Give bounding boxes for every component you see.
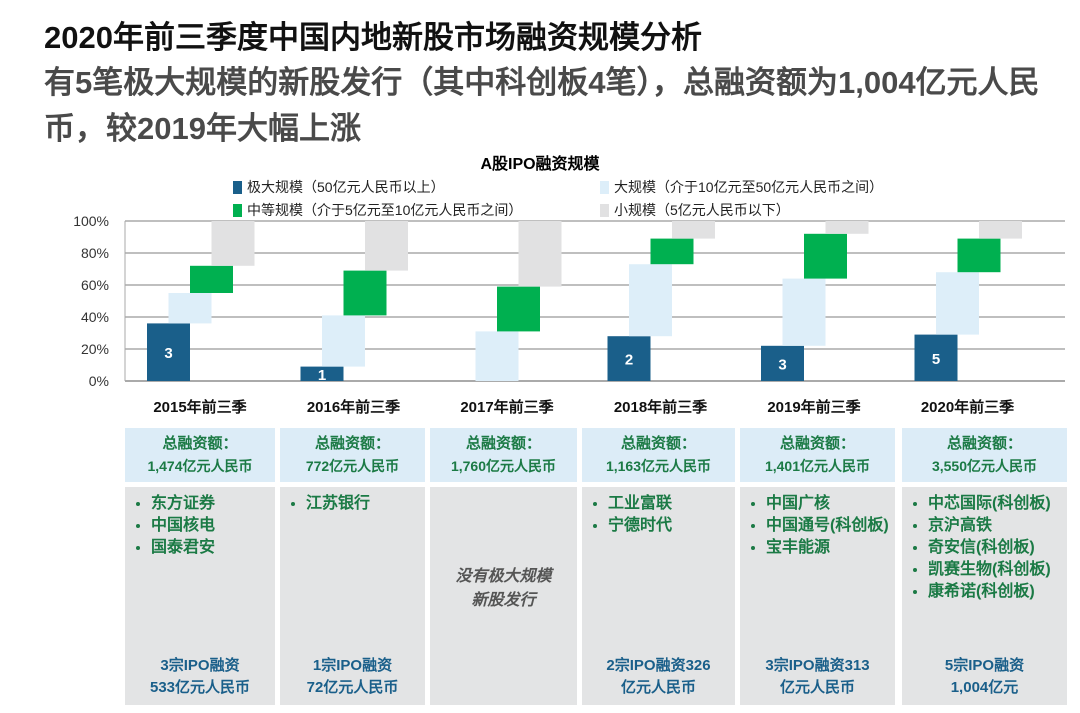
bar-3 (365, 221, 408, 271)
mega-ipo-panel: 没有极大规模 新股发行 (430, 487, 577, 705)
panel-summary: 1宗IPO融资 72亿元人民币 (306, 657, 399, 696)
bar-2 (190, 265, 233, 293)
bar-0 (914, 334, 958, 381)
company-item: 凯赛生物(科创板) (928, 559, 1067, 581)
legend-item: 中等规模（介于5亿元至10亿元人民币之间） (233, 200, 522, 220)
y-tick-label: 80% (81, 245, 109, 261)
bar-1 (168, 293, 212, 324)
category-label: 2016年前三季 (307, 398, 400, 416)
bar-2 (650, 238, 694, 265)
bar-3 (672, 221, 715, 239)
bar-3 (825, 221, 869, 234)
bar-label: 3 (164, 345, 172, 362)
bar-label: 3 (778, 356, 786, 373)
y-tick-label: 100% (73, 213, 109, 229)
bar-1 (782, 278, 826, 346)
total-financing-box: 总融资额： 1,163亿元人民币 (582, 428, 735, 482)
waterfall-chart: 0% 20% 40% 60% 80% 100% 3 2015年前三季 1 2016年前三季 2017… (73, 213, 1065, 416)
category-label: 2020年前三季 (921, 398, 1014, 416)
company-item: 国泰君安 (151, 537, 275, 559)
y-tick-label: 0% (89, 373, 109, 389)
company-item: 东方证券 (151, 493, 275, 515)
no-mega-ipo-note: 没有极大规模 新股发行 (455, 568, 552, 609)
category-label: 2015年前三季 (153, 398, 246, 416)
panel-summary: 3宗IPO融资313 亿元人民币 (765, 657, 870, 696)
y-tick-label: 60% (81, 277, 109, 293)
total-financing-box: 总融资额： 1,474亿元人民币 (125, 428, 275, 482)
company-item: 康希诺(科创板) (928, 581, 1067, 603)
bar-3 (979, 221, 1022, 239)
bar-label: 5 (932, 351, 940, 368)
bar-0 (300, 366, 344, 381)
bar-0 (607, 336, 651, 381)
legend-item: 大规模（介于10亿元至50亿元人民币之间） (600, 177, 883, 197)
bar-1 (322, 315, 365, 367)
bar-1 (629, 264, 672, 337)
page-title: 2020年前三季度中国内地新股市场融资规模分析 (44, 20, 702, 55)
total-financing-box: 总融资额： 1,401亿元人民币 (740, 428, 895, 482)
legend-item: 极大规模（50亿元人民币以上） (233, 177, 445, 197)
company-item: 中芯国际(科创板) (928, 493, 1067, 515)
bar-0 (761, 345, 804, 381)
legend-item: 小规模（5亿元人民币以下） (600, 200, 790, 220)
company-item: 奇安信(科创板) (928, 537, 1067, 559)
company-item: 中国广核 (766, 493, 895, 515)
mega-ipo-panel: 中芯国际(科创板)京沪高铁奇安信(科创板)凯赛生物(科创板)康希诺(科创板) 5宗… (902, 487, 1067, 705)
total-financing-box: 总融资额： 1,760亿元人民币 (430, 428, 577, 482)
company-item: 工业富联 (608, 493, 735, 515)
bar-2 (804, 233, 847, 279)
bar-1 (936, 272, 979, 335)
panel-summary: 3宗IPO融资 533亿元人民币 (149, 657, 251, 696)
bar-label: 2 (625, 352, 633, 369)
company-item: 宁德时代 (608, 515, 735, 537)
total-financing-box: 总融资额： 772亿元人民币 (280, 428, 425, 482)
bar-3 (211, 221, 255, 266)
total-financing-box: 总融资额： 3,550亿元人民币 (902, 428, 1067, 482)
y-tick-label: 40% (81, 309, 109, 325)
bar-3 (518, 221, 562, 287)
bar-0 (147, 323, 190, 381)
category-label: 2019年前三季 (767, 398, 860, 416)
bar-2 (343, 270, 387, 316)
category-label: 2017年前三季 (460, 398, 553, 416)
company-item: 中国通号(科创板) (766, 515, 895, 537)
company-item: 宝丰能源 (766, 537, 895, 559)
panel-summary: 2宗IPO融资326 亿元人民币 (606, 657, 711, 696)
page-subtitle: 有5笔极大规模的新股发行（其中科创板4笔），总融资额为1,004亿元人民币，较2… (44, 65, 1040, 146)
bar-1 (475, 331, 519, 381)
panel-summary: 5宗IPO融资 1,004亿元 (944, 657, 1025, 696)
chart-title: A股IPO融资规模 (480, 156, 600, 173)
company-item: 江苏银行 (306, 493, 425, 515)
company-item: 中国核电 (151, 515, 275, 537)
company-item: 京沪高铁 (928, 515, 1067, 537)
bar-2 (497, 286, 540, 332)
category-label: 2018年前三季 (614, 398, 707, 416)
bar-2 (957, 238, 1001, 273)
bar-label: 1 (318, 367, 326, 384)
y-tick-label: 20% (81, 341, 109, 357)
